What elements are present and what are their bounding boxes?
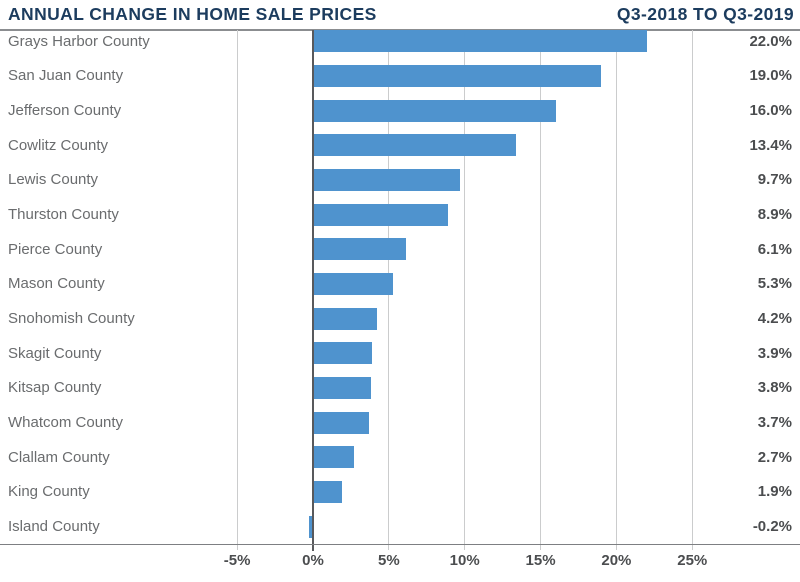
bar xyxy=(314,99,556,122)
bar xyxy=(314,272,394,295)
chart-row: Snohomish County 4.2% xyxy=(0,301,800,336)
category-label: Lewis County xyxy=(8,171,99,189)
chart-row: San Juan County 19.0% xyxy=(0,59,800,94)
chart-row: Mason County 5.3% xyxy=(0,267,800,302)
gridline-10% xyxy=(464,30,466,550)
gridline-15% xyxy=(540,30,542,550)
category-label: Grays Harbor County xyxy=(8,32,150,50)
value-label: 3.8% xyxy=(757,379,792,397)
bar xyxy=(314,307,377,330)
category-label: Pierce County xyxy=(8,240,103,258)
header-divider-line xyxy=(0,29,800,31)
x-tick-label: -5% xyxy=(223,552,251,569)
category-label: Clallam County xyxy=(8,448,110,466)
x-tick-label: 0% xyxy=(302,552,324,569)
x-tick-label: 25% xyxy=(677,552,708,569)
bar xyxy=(314,134,517,157)
value-label: 16.0% xyxy=(749,102,792,120)
chart-title: ANNUAL CHANGE IN HOME SALE PRICES xyxy=(8,4,377,24)
x-tick-label: 20% xyxy=(601,552,632,569)
category-label: Island County xyxy=(8,518,100,536)
bar xyxy=(308,515,312,538)
bar xyxy=(314,480,342,503)
bar xyxy=(314,30,647,53)
value-label: 8.9% xyxy=(757,206,792,224)
value-label: 3.9% xyxy=(757,344,792,362)
value-label: 6.1% xyxy=(757,240,792,258)
value-label: 9.7% xyxy=(757,171,792,189)
chart-row: Pierce County 6.1% xyxy=(0,232,800,267)
bar xyxy=(314,203,448,226)
chart-row: Whatcom County 3.7% xyxy=(0,405,800,440)
bar xyxy=(314,411,370,434)
category-label: Snohomish County xyxy=(8,310,135,328)
chart-row: Skagit County 3.9% xyxy=(0,336,800,371)
value-label: 1.9% xyxy=(757,483,792,501)
gridline-20% xyxy=(615,30,617,550)
value-label: 4.2% xyxy=(757,310,792,328)
category-label: Kitsap County xyxy=(8,379,102,397)
category-label: Cowlitz County xyxy=(8,136,109,154)
category-label: Thurston County xyxy=(8,206,119,224)
chart-row: Grays Harbor County 22.0% xyxy=(0,24,800,59)
x-tick-label: 5% xyxy=(378,552,400,569)
category-label: Whatcom County xyxy=(8,414,124,432)
x-axis-line xyxy=(0,543,800,545)
bar xyxy=(314,342,373,365)
chart-row: King County 1.9% xyxy=(0,475,800,510)
category-label: King County xyxy=(8,483,90,501)
bar xyxy=(314,376,371,399)
category-label: Mason County xyxy=(8,275,105,293)
bar xyxy=(314,64,602,87)
bar xyxy=(314,238,406,261)
x-tick-label: 10% xyxy=(449,552,480,569)
category-label: Jefferson County xyxy=(8,102,122,120)
value-label: 5.3% xyxy=(757,275,792,293)
chart-row: Jefferson County 16.0% xyxy=(0,93,800,128)
value-label: 3.7% xyxy=(757,414,792,432)
value-label: 19.0% xyxy=(749,67,792,85)
value-label: 2.7% xyxy=(757,448,792,466)
chart-period: Q3-2018 TO Q3-2019 xyxy=(616,4,794,24)
chart-row: Kitsap County 3.8% xyxy=(0,371,800,406)
zero-baseline xyxy=(312,30,314,551)
chart-row: Cowlitz County 13.4% xyxy=(0,128,800,163)
category-label: Skagit County xyxy=(8,344,102,362)
x-tick-label: 15% xyxy=(525,552,556,569)
gridline-25% xyxy=(691,30,693,550)
chart-row: Thurston County 8.9% xyxy=(0,197,800,232)
value-label: 22.0% xyxy=(749,32,792,50)
category-label: San Juan County xyxy=(8,67,124,85)
chart-row: Island County -0.2% xyxy=(0,509,800,544)
value-label: 13.4% xyxy=(749,136,792,154)
gridline--5% xyxy=(236,30,238,550)
bar xyxy=(314,168,461,191)
value-label: -0.2% xyxy=(752,518,792,536)
bar xyxy=(314,446,354,469)
chart-row: Clallam County 2.7% xyxy=(0,440,800,475)
chart-row: Lewis County 9.7% xyxy=(0,163,800,198)
